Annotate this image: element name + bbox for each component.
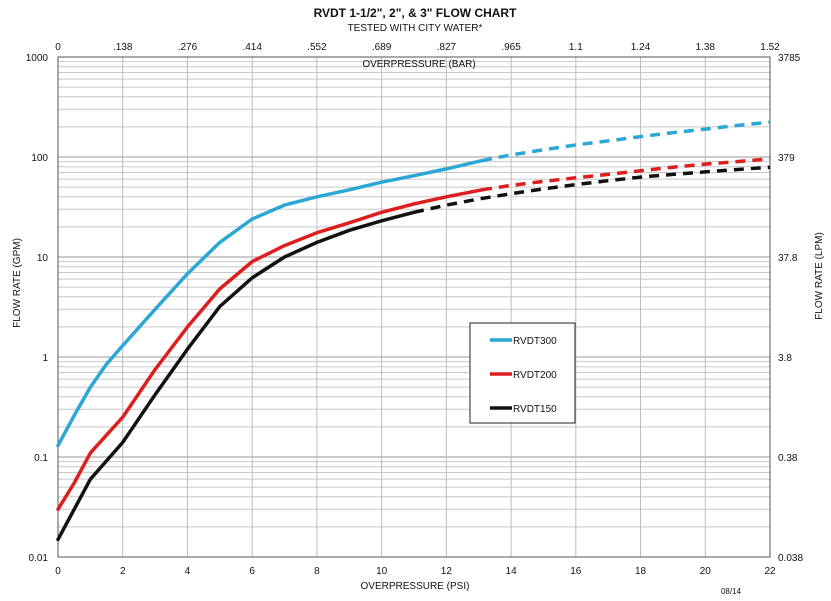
series-lines [56,120,771,542]
legend-label-rvdt150: RVDT150 [513,404,557,415]
x-tick-label: 20 [700,566,712,577]
y-tick-label: 100 [31,153,48,164]
plot-border [57,56,771,558]
x2-tick-label: 1.38 [696,42,716,53]
y2-tick-label: 3.8 [778,353,792,364]
x2-tick-label: .276 [178,42,198,53]
y2-tick-label: 3785 [778,53,801,64]
x-tick-label: 0 [55,566,61,577]
legend-label-rvdt300: RVDT300 [513,336,557,347]
y2-tick-label: 379 [778,153,795,164]
x-tick-label: 4 [185,566,191,577]
series-extrapolation-rvdt300 [481,120,771,163]
x-tick-label: 14 [506,566,518,577]
y-tick-label: 1000 [26,53,49,64]
x2-tick-label: .689 [372,42,392,53]
chart-title: RVDT 1-1/2", 2", & 3" FLOW CHART [314,6,518,20]
x2-tick-label: 1.1 [569,42,583,53]
y2-tick-label: 0.038 [778,553,803,564]
x-tick-label: 6 [249,566,255,577]
legend: RVDT300 RVDT200 RVDT150 [469,322,576,424]
y-axis-label: FLOW RATE (GPM) [12,238,23,328]
y-tick-label: 0.01 [29,553,49,564]
x-tick-label: 8 [314,566,320,577]
series-line-rvdt150 [56,210,416,542]
x2-tick-label: 1.24 [631,42,651,53]
legend-items: RVDT300 RVDT200 RVDT150 [490,336,557,415]
x2-tick-label: .965 [501,42,521,53]
series-extrapolation-rvdt200 [481,157,771,192]
x2-axis-label: OVERPRESSURE (BAR) [362,59,475,70]
series-line-rvdt300 [56,158,484,448]
x-axis-label: OVERPRESSURE (PSI) [361,581,470,592]
grid-lines [57,57,771,558]
x-tick-label: 18 [635,566,647,577]
y2-tick-label: 37.8 [778,253,798,264]
x-tick-label: 16 [570,566,582,577]
x-tick-label: 10 [376,566,388,577]
x-tick-label: 22 [764,566,776,577]
y-tick-label: 0.1 [34,453,48,464]
series-extrapolation-rvdt150 [413,165,771,215]
y2-axis-label: FLOW RATE (LPM) [814,232,825,320]
y-tick-label: 10 [37,253,49,264]
x-tick-label: 2 [120,566,126,577]
y-tick-label: 1 [42,353,48,364]
legend-box [469,322,576,424]
footnote-date: 08/14 [721,587,742,596]
axes: 0 2 4 6 8 10 12 14 16 18 20 22 0 .138 .276 .414 .552 .689… [26,42,804,577]
chart-subtitle: TESTED WITH CITY WATER* [348,23,483,34]
y2-tick-label: 0.38 [778,453,798,464]
x-tick-label: 12 [441,566,453,577]
x2-tick-label: .827 [437,42,457,53]
series-line-rvdt200 [56,188,484,512]
x2-tick-label: .552 [307,42,327,53]
x2-tick-label: .414 [242,42,262,53]
x2-tick-label: .138 [113,42,133,53]
x2-tick-label: 1.52 [760,42,780,53]
legend-label-rvdt200: RVDT200 [513,370,557,381]
x2-tick-label: 0 [55,42,61,53]
